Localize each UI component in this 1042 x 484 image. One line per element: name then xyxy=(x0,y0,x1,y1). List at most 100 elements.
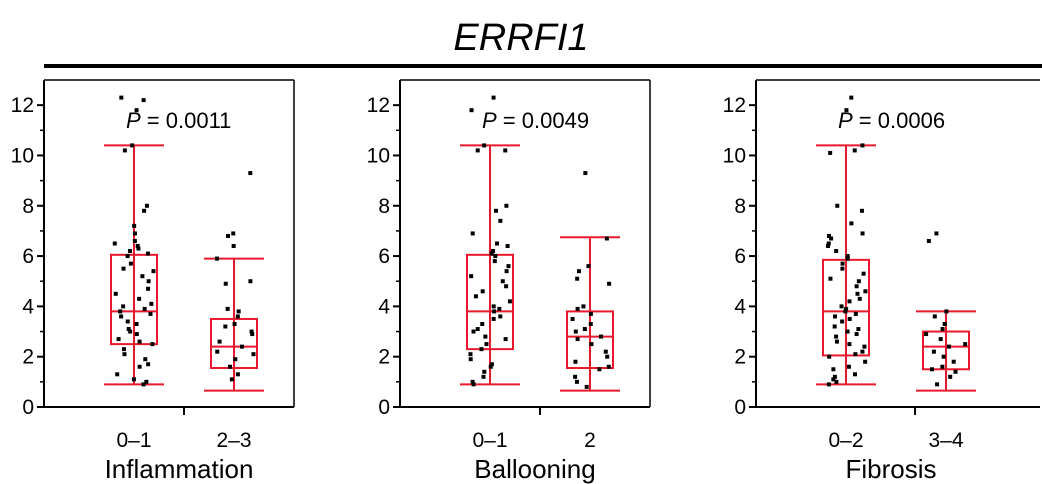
data-point xyxy=(146,362,151,367)
data-point xyxy=(489,251,494,256)
data-point xyxy=(128,261,133,266)
data-point xyxy=(125,254,130,259)
data-point xyxy=(505,244,510,249)
data-point xyxy=(826,241,831,246)
p-value-label: P = 0.0049 xyxy=(482,108,589,133)
data-point xyxy=(831,367,836,372)
data-point xyxy=(606,364,611,369)
data-point xyxy=(847,299,852,304)
data-point xyxy=(863,289,868,294)
data-point xyxy=(849,221,854,226)
data-point xyxy=(236,309,241,314)
data-point xyxy=(484,342,489,347)
data-point xyxy=(143,357,148,362)
data-point xyxy=(924,332,929,337)
panels: 0 2 4 6 8 10 12 0–1 2–3 P = 0.0011 Inflammation 0 2 4… xyxy=(11,79,1040,484)
data-point xyxy=(856,279,861,284)
data-point xyxy=(854,332,859,337)
box xyxy=(922,330,970,371)
data-point xyxy=(140,274,145,279)
data-point xyxy=(926,238,931,243)
data-point xyxy=(151,269,156,274)
data-point xyxy=(844,306,849,311)
data-point xyxy=(121,266,126,271)
data-point xyxy=(953,369,958,374)
data-point xyxy=(128,329,133,334)
data-point xyxy=(480,289,485,294)
data-point xyxy=(223,281,228,286)
data-point xyxy=(491,95,496,100)
data-point xyxy=(503,148,508,153)
data-point xyxy=(855,291,860,296)
data-point xyxy=(506,264,511,269)
box xyxy=(566,310,614,370)
data-point xyxy=(589,342,594,347)
data-point xyxy=(831,377,836,382)
data-point xyxy=(119,314,124,319)
data-point xyxy=(493,208,498,213)
data-point xyxy=(834,249,839,254)
data-point xyxy=(215,256,220,261)
y-tick-label: 6 xyxy=(734,245,746,268)
y-tick-label: 8 xyxy=(22,195,34,218)
data-point xyxy=(574,379,579,384)
y-tick-label: 4 xyxy=(734,295,746,318)
data-point xyxy=(860,231,865,236)
data-point xyxy=(498,314,503,319)
data-point xyxy=(112,241,117,246)
data-point xyxy=(852,372,857,377)
x-axis-title: Inflammation xyxy=(105,454,254,484)
data-point xyxy=(504,269,509,274)
y-tick-label: 12 xyxy=(367,94,390,117)
data-point xyxy=(835,203,840,208)
data-point xyxy=(134,321,139,326)
data-point xyxy=(847,316,852,321)
group-2: 2–3 xyxy=(204,171,264,452)
data-point xyxy=(582,327,587,332)
data-point xyxy=(468,352,473,357)
panel-3: 0 2 4 6 8 10 12 0–2 3–4 P = 0.0006 Fibrosis xyxy=(723,79,1040,484)
data-point xyxy=(503,337,508,342)
data-point xyxy=(859,208,864,213)
data-point xyxy=(597,367,602,372)
data-point xyxy=(584,384,589,389)
data-point xyxy=(137,296,142,301)
data-point xyxy=(938,337,943,342)
data-point xyxy=(149,301,154,306)
data-point xyxy=(605,354,610,359)
y-tick-label: 6 xyxy=(378,245,390,268)
data-point xyxy=(215,349,220,354)
data-point xyxy=(491,304,496,309)
box xyxy=(210,317,258,370)
y-tick-label: 10 xyxy=(11,144,34,167)
data-point xyxy=(249,329,254,334)
data-point xyxy=(832,374,837,379)
data-point xyxy=(940,364,945,369)
data-point xyxy=(482,369,487,374)
data-point xyxy=(854,284,859,289)
data-point xyxy=(834,339,839,344)
data-point xyxy=(832,324,837,329)
data-point xyxy=(941,354,946,359)
data-point xyxy=(217,339,222,344)
group-1: 0–2 xyxy=(816,95,876,452)
data-point xyxy=(840,319,845,324)
data-point xyxy=(573,359,578,364)
panel-2: 0 2 4 6 8 10 12 0–1 2 P = 0.0049 Ballooning xyxy=(367,79,651,484)
data-point xyxy=(829,236,834,241)
data-point xyxy=(963,342,968,347)
p-value-label: P = 0.0006 xyxy=(838,108,945,133)
p-value: = 0.0049 xyxy=(497,108,589,133)
data-point xyxy=(141,98,146,103)
data-point xyxy=(832,314,837,319)
data-point xyxy=(588,321,593,326)
data-point xyxy=(583,171,588,176)
data-point xyxy=(852,148,857,153)
data-point xyxy=(126,327,131,332)
data-point xyxy=(588,311,593,316)
data-point xyxy=(122,352,127,357)
y-tick-label: 10 xyxy=(723,144,746,167)
data-point xyxy=(471,382,476,387)
data-point xyxy=(575,276,580,281)
data-point xyxy=(142,306,147,311)
